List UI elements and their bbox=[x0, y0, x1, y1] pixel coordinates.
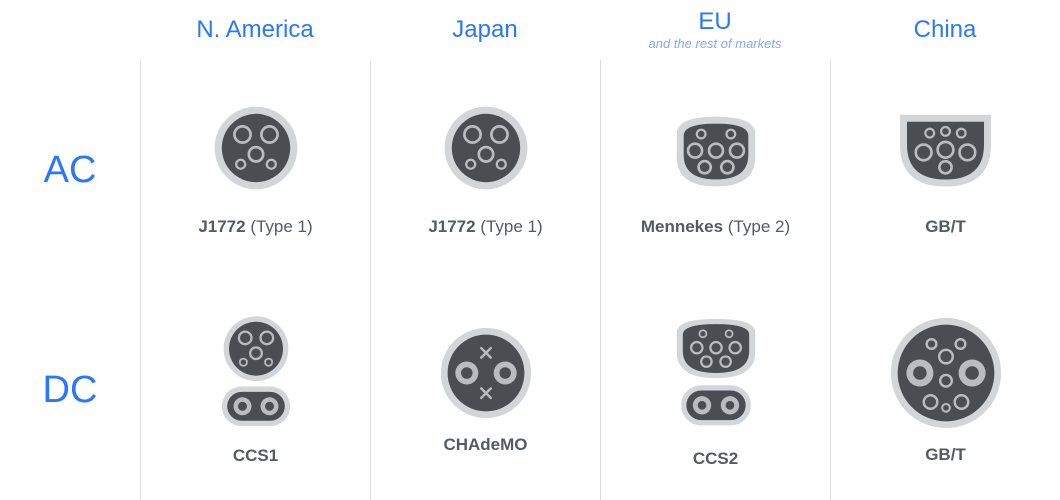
cell-dc-eu: CCS2 bbox=[600, 280, 830, 500]
cell-caption: GB/T bbox=[925, 217, 966, 237]
cell-ac-namerica: J1772 (Type 1) bbox=[140, 60, 370, 280]
cell-dc-china: GB/T bbox=[830, 280, 1060, 500]
cell-caption: CCS2 bbox=[693, 449, 738, 469]
j1772-icon bbox=[441, 103, 531, 193]
col-title: EU bbox=[698, 10, 731, 34]
col-header-namerica: N. America bbox=[140, 0, 370, 60]
row-label-dc: DC bbox=[0, 280, 140, 500]
col-title: China bbox=[914, 18, 977, 42]
j1772-icon bbox=[211, 103, 301, 193]
cell-caption: GB/T bbox=[925, 445, 966, 465]
col-title: N. America bbox=[196, 18, 313, 42]
cell-caption: J1772 (Type 1) bbox=[198, 217, 312, 237]
cell-caption: Mennekes (Type 2) bbox=[641, 217, 790, 237]
gbt-ac-icon bbox=[893, 103, 998, 193]
col-header-japan: Japan bbox=[370, 0, 600, 60]
cell-ac-japan: J1772 (Type 1) bbox=[370, 60, 600, 280]
col-subtitle: and the rest of markets bbox=[649, 36, 782, 51]
cell-caption: J1772 (Type 1) bbox=[428, 217, 542, 237]
cell-caption: CHAdeMO bbox=[443, 435, 527, 455]
cell-ac-china: GB/T bbox=[830, 60, 1060, 280]
row-label-ac: AC bbox=[0, 60, 140, 280]
mennekes-icon bbox=[668, 103, 764, 193]
cell-ac-eu: Mennekes (Type 2) bbox=[600, 60, 830, 280]
chademo-icon bbox=[438, 325, 534, 421]
col-header-eu: EU and the rest of markets bbox=[600, 0, 830, 60]
gbt-dc-icon bbox=[888, 315, 1004, 431]
cell-dc-namerica: CCS1 bbox=[140, 280, 370, 500]
col-header-china: China bbox=[830, 0, 1060, 60]
cell-caption: CCS1 bbox=[233, 446, 278, 466]
connector-comparison-grid: N. America Japan EU and the rest of mark… bbox=[0, 0, 1060, 500]
cell-dc-japan: CHAdeMO bbox=[370, 280, 600, 500]
ccs2-icon bbox=[668, 311, 764, 435]
ccs1-icon bbox=[211, 314, 301, 432]
col-title: Japan bbox=[452, 18, 517, 42]
